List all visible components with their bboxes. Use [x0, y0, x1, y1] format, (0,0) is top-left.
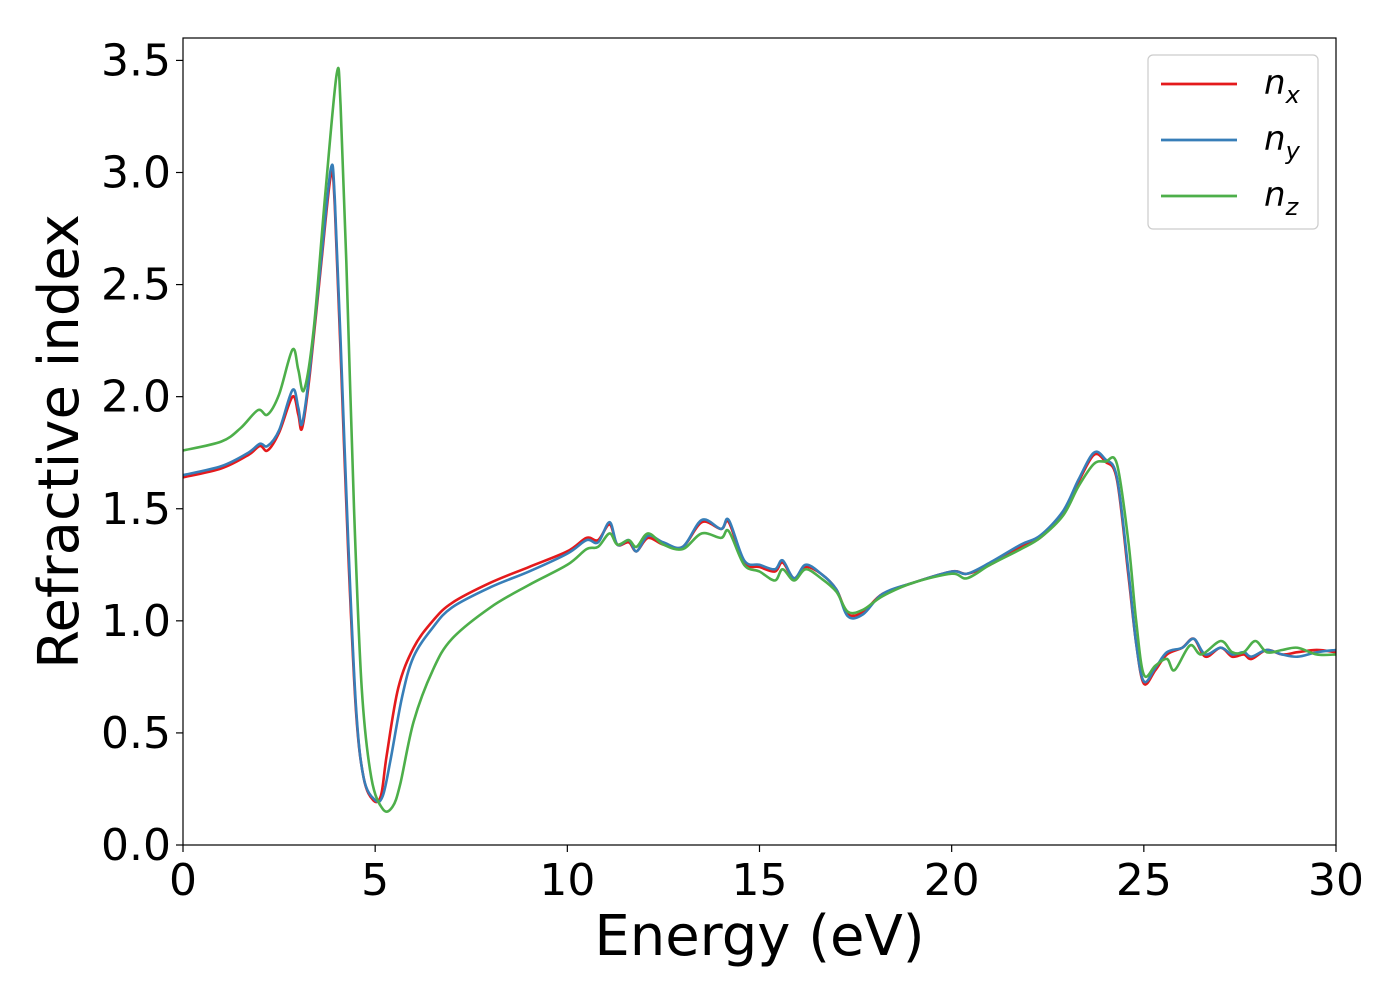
y-tick-label: 3.5	[101, 35, 171, 86]
legend-entry-subscript: y	[1285, 137, 1301, 165]
y-axis-label: Refractive index	[27, 214, 92, 669]
y-tick-label: 2.0	[101, 372, 171, 423]
legend-entry-z: nz	[1264, 175, 1300, 221]
x-tick-label: 10	[539, 855, 595, 906]
legend-entry-base: n	[1264, 63, 1286, 103]
y-tick-label: 0.5	[101, 708, 171, 759]
y-tick-label: 2.5	[101, 260, 171, 311]
x-tick-label: 30	[1308, 855, 1364, 906]
series-line-n-z	[182, 66, 1337, 813]
y-tick-label: 0.0	[101, 820, 171, 871]
legend-entry-y: ny	[1264, 119, 1301, 165]
x-axis-label: Energy (eV)	[594, 904, 924, 969]
x-tick-label: 15	[732, 855, 788, 906]
x-tick-label: 20	[924, 855, 980, 906]
y-axis-ticks: 0.0 0.5 1.0 1.5 2.0 2.5 3.0 3.5	[101, 35, 183, 871]
legend-entry-subscript: x	[1285, 81, 1301, 109]
y-tick-label: 3.0	[101, 148, 171, 199]
legend-entry-x: nx	[1264, 63, 1301, 109]
legend-entry-base: n	[1264, 175, 1286, 215]
legend-box	[1147, 54, 1319, 230]
series-layer	[182, 66, 1337, 813]
y-tick-label: 1.0	[101, 596, 171, 647]
legend-entry-subscript: z	[1285, 193, 1300, 221]
x-tick-label: 25	[1116, 855, 1172, 906]
x-axis-ticks: 0 5 10 15 20 25 30	[169, 845, 1364, 906]
legend-entry-base: n	[1264, 119, 1286, 159]
series-line-n-y	[182, 163, 1337, 804]
y-tick-label: 1.5	[101, 484, 171, 535]
x-tick-label: 5	[361, 855, 389, 906]
x-tick-label: 0	[169, 855, 197, 906]
